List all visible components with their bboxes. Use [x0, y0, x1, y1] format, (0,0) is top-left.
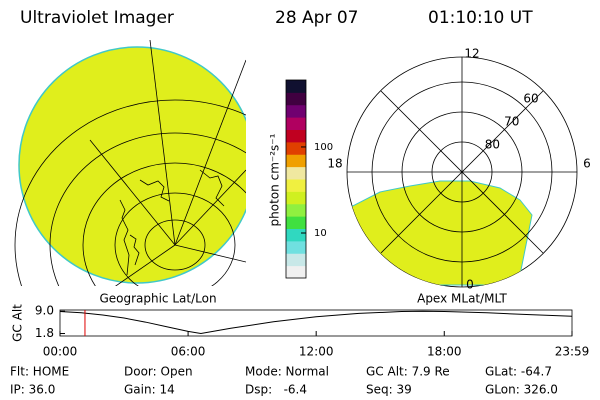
status-field: IP: 36.0 [10, 383, 55, 397]
colorbar-segment [286, 117, 306, 130]
status-field: Seq: 39 [366, 383, 412, 397]
colorbar-segment [286, 179, 306, 192]
colorbar: 10 100 [285, 79, 333, 279]
y-tick-label: 1.8 [35, 326, 54, 340]
colorbar-tick-label: 100 [314, 142, 333, 153]
colorbar-segment [286, 191, 306, 205]
colorbar-segment [286, 166, 306, 180]
x-tick-label: 23:59 [555, 345, 590, 359]
map-label: Apex MLat/MLT [417, 292, 507, 306]
lat-label: 60 [523, 91, 538, 105]
polar-map [346, 56, 578, 288]
colorbar-segment [286, 92, 306, 106]
colorbar-segment [286, 104, 306, 118]
colorbar-segment [286, 203, 306, 217]
status-field: GLon: 326.0 [485, 383, 558, 397]
y-axis-label: GC Alt [11, 304, 25, 342]
status-field: GLat: -64.7 [485, 365, 552, 379]
time: 01:10:10 UT [428, 8, 533, 28]
altitude-line [59, 310, 573, 335]
colorbar-segment [286, 253, 306, 267]
lat-label: 70 [504, 114, 519, 128]
lat-ring [431, 141, 493, 203]
status-field: Flt: HOME [10, 365, 69, 379]
status-field: Dsp: -6.4 [245, 383, 307, 397]
instrument: Ultraviolet Imager [20, 8, 174, 28]
x-tick-label: 12:00 [299, 345, 334, 359]
colorbar-segment [286, 216, 306, 229]
colorbar-segment [286, 154, 306, 168]
lat-ring [401, 111, 523, 233]
colorbar-segment [286, 240, 306, 254]
mlt-label: 12 [464, 47, 479, 61]
status-field: Door: Open [124, 365, 193, 379]
colorbar-frame [285, 79, 307, 279]
x-tick-label: 18:00 [427, 345, 462, 359]
status-field: Mode: Normal [245, 365, 329, 379]
colorbar-segment [286, 265, 306, 279]
mlt-label: 6 [583, 157, 591, 171]
mlt-label: 0 [466, 278, 474, 292]
status-field: Gain: 14 [124, 383, 175, 397]
geographic-map [14, 40, 246, 286]
colorbar-segment [286, 228, 306, 242]
lat-ring [371, 81, 553, 263]
colorbar-segment [286, 141, 306, 155]
x-tick-label: 06:00 [171, 345, 206, 359]
y-tick-label: 9.0 [35, 304, 54, 318]
colorbar-label: photon cm⁻²s⁻¹ [268, 133, 282, 226]
colorbar-segment [286, 80, 306, 93]
lat-label: 80 [485, 137, 500, 151]
colorbar-tick-label: 10 [314, 228, 327, 239]
mlt-label: 18 [327, 157, 342, 171]
colorbar-segment [286, 129, 306, 143]
date: 28 Apr 07 [275, 8, 358, 28]
map-label: Geographic Lat/Lon [99, 292, 216, 306]
x-tick-label: 00:00 [43, 345, 78, 359]
status-field: GC Alt: 7.9 Re [366, 365, 450, 379]
